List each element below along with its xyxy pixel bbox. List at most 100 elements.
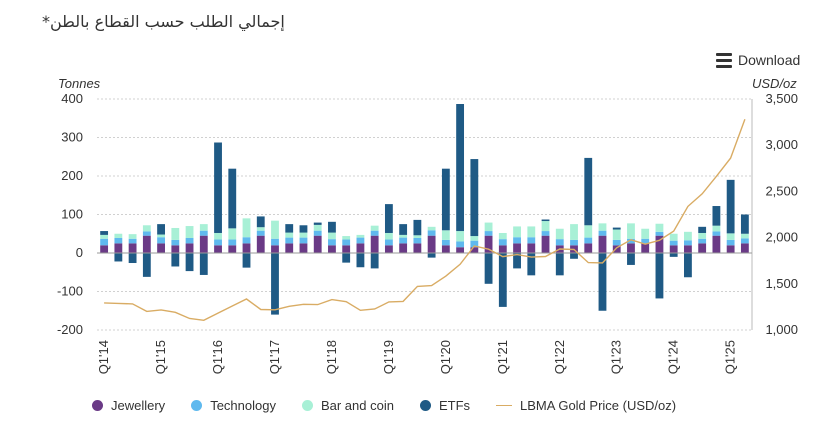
bar-segment-bar-and-coin[interactable]: [627, 223, 635, 239]
bar-segment-technology[interactable]: [342, 239, 351, 246]
bar-segment-technology[interactable]: [513, 237, 521, 244]
bar-segment-technology[interactable]: [128, 238, 137, 244]
bar-segment-jewellery[interactable]: [669, 245, 678, 253]
bar-segment-bar-and-coin[interactable]: [328, 232, 336, 240]
bar-segment-jewellery[interactable]: [641, 243, 650, 253]
bar-segment-technology[interactable]: [427, 230, 436, 236]
bar-segment-bar-and-coin[interactable]: [612, 229, 621, 240]
bar-segment-technology[interactable]: [612, 239, 621, 246]
bar-segment-jewellery[interactable]: [384, 245, 393, 253]
bar-segment-etfs[interactable]: [299, 225, 308, 233]
bar-segment-bar-and-coin[interactable]: [128, 234, 137, 239]
bar-segment-jewellery[interactable]: [242, 243, 251, 253]
legend-item-jewellery[interactable]: Jewellery: [92, 398, 165, 413]
bar-segment-jewellery[interactable]: [185, 243, 194, 253]
bar-segment-jewellery[interactable]: [285, 243, 294, 253]
bar-segment-etfs[interactable]: [228, 168, 237, 229]
legend-item-bar-and-coin[interactable]: Bar and coin: [301, 398, 394, 413]
bar-segment-bar-and-coin[interactable]: [513, 226, 521, 238]
bar-segment-technology[interactable]: [584, 237, 593, 244]
bar-segment-bar-and-coin[interactable]: [740, 233, 749, 239]
bar-segment-bar-and-coin[interactable]: [584, 225, 593, 238]
bar-segment-technology[interactable]: [356, 237, 365, 244]
bar-segment-technology[interactable]: [313, 230, 322, 236]
bar-segment-jewellery[interactable]: [199, 235, 208, 253]
bar-segment-bar-and-coin[interactable]: [313, 224, 322, 231]
bar-segment-etfs[interactable]: [313, 222, 322, 225]
bar-segment-etfs[interactable]: [584, 157, 593, 226]
bar-segment-technology[interactable]: [185, 237, 194, 244]
bar-segment-bar-and-coin[interactable]: [726, 233, 735, 240]
bar-segment-bar-and-coin[interactable]: [370, 225, 379, 231]
bar-segment-technology[interactable]: [541, 231, 550, 236]
bar-segment-technology[interactable]: [627, 238, 635, 244]
bar-segment-technology[interactable]: [299, 237, 308, 244]
bar-segment-bar-and-coin[interactable]: [498, 232, 507, 240]
bar-segment-bar-and-coin[interactable]: [484, 222, 493, 232]
bar-segment-etfs[interactable]: [342, 253, 351, 263]
bar-segment-technology[interactable]: [498, 239, 507, 246]
bar-segment-bar-and-coin[interactable]: [356, 234, 365, 238]
bar-segment-etfs[interactable]: [427, 253, 436, 258]
bar-segment-etfs[interactable]: [570, 253, 578, 259]
bar-segment-jewellery[interactable]: [256, 235, 265, 253]
bar-segment-jewellery[interactable]: [271, 245, 279, 253]
bar-segment-etfs[interactable]: [498, 253, 507, 307]
bar-segment-technology[interactable]: [328, 239, 336, 246]
bar-segment-etfs[interactable]: [456, 104, 465, 232]
bar-segment-etfs[interactable]: [157, 224, 165, 235]
bar-segment-technology[interactable]: [527, 237, 536, 244]
bar-segment-technology[interactable]: [669, 240, 678, 246]
bar-segment-technology[interactable]: [214, 239, 222, 246]
bar-segment-etfs[interactable]: [285, 224, 294, 233]
bar-segment-bar-and-coin[interactable]: [114, 233, 123, 238]
bar-segment-etfs[interactable]: [384, 204, 393, 233]
bar-segment-jewellery[interactable]: [484, 235, 493, 253]
bar-segment-bar-and-coin[interactable]: [384, 232, 393, 240]
bar-segment-technology[interactable]: [171, 239, 180, 246]
legend-item-technology[interactable]: Technology: [191, 398, 276, 413]
bar-segment-jewellery[interactable]: [114, 243, 123, 253]
bar-segment-technology[interactable]: [384, 239, 393, 246]
bar-segment-bar-and-coin[interactable]: [256, 227, 265, 231]
bar-segment-technology[interactable]: [142, 231, 151, 236]
bar-segment-jewellery[interactable]: [584, 243, 593, 253]
bar-segment-bar-and-coin[interactable]: [570, 224, 578, 240]
bar-segment-jewellery[interactable]: [527, 243, 536, 253]
bar-segment-jewellery[interactable]: [370, 235, 379, 253]
bar-segment-bar-and-coin[interactable]: [456, 231, 465, 242]
bar-segment-bar-and-coin[interactable]: [242, 218, 251, 238]
bar-segment-etfs[interactable]: [655, 253, 664, 299]
bar-segment-etfs[interactable]: [513, 253, 521, 269]
bar-segment-jewellery[interactable]: [498, 245, 507, 253]
bar-segment-etfs[interactable]: [199, 253, 208, 275]
bar-segment-etfs[interactable]: [271, 253, 279, 315]
bar-segment-technology[interactable]: [740, 238, 749, 244]
bar-segment-technology[interactable]: [684, 240, 692, 246]
bar-segment-jewellery[interactable]: [513, 243, 521, 253]
bar-segment-jewellery[interactable]: [228, 245, 237, 253]
bar-segment-bar-and-coin[interactable]: [100, 234, 109, 239]
bar-segment-technology[interactable]: [441, 239, 450, 246]
bar-segment-technology[interactable]: [271, 238, 279, 246]
bar-segment-jewellery[interactable]: [441, 245, 450, 253]
bar-segment-etfs[interactable]: [669, 253, 678, 257]
bar-segment-etfs[interactable]: [413, 219, 422, 236]
bar-segment-jewellery[interactable]: [541, 235, 550, 253]
bar-segment-etfs[interactable]: [527, 253, 536, 276]
bar-segment-jewellery[interactable]: [612, 245, 621, 253]
bar-segment-etfs[interactable]: [214, 142, 222, 233]
bar-segment-technology[interactable]: [712, 231, 721, 236]
bar-segment-bar-and-coin[interactable]: [655, 223, 664, 232]
bar-segment-technology[interactable]: [484, 231, 493, 236]
bar-segment-jewellery[interactable]: [100, 245, 109, 253]
bar-segment-bar-and-coin[interactable]: [299, 232, 308, 238]
bar-segment-etfs[interactable]: [484, 253, 493, 284]
bar-segment-jewellery[interactable]: [171, 245, 180, 253]
bar-segment-technology[interactable]: [726, 239, 735, 246]
download-button[interactable]: Download: [716, 52, 800, 68]
bar-segment-technology[interactable]: [470, 240, 479, 248]
bar-segment-etfs[interactable]: [441, 168, 450, 231]
bar-segment-technology[interactable]: [399, 237, 408, 244]
bar-segment-technology[interactable]: [370, 230, 379, 236]
